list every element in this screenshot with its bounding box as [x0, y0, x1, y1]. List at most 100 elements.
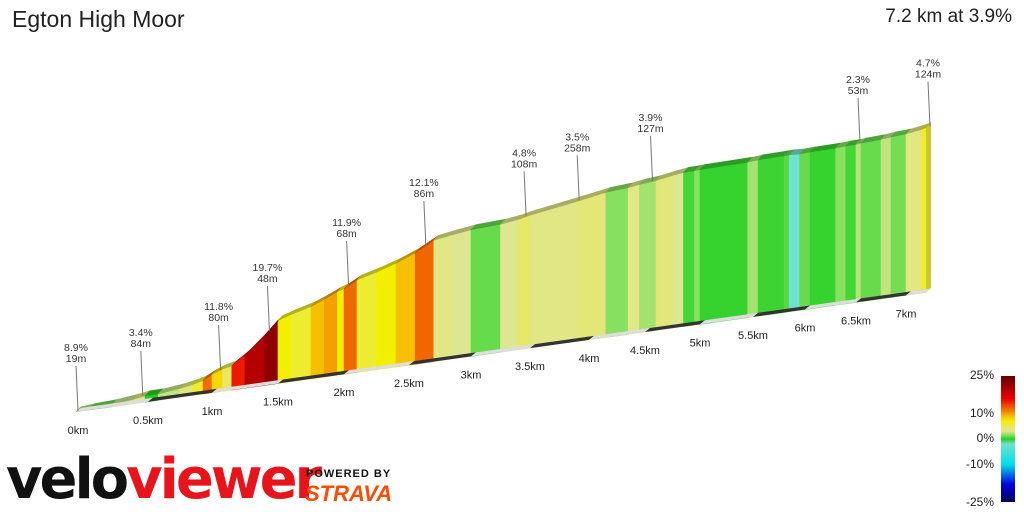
gradient-segment — [264, 319, 279, 386]
annotation-length: 80m — [208, 312, 229, 324]
gradient-segment — [376, 262, 397, 371]
gradient-segment — [323, 291, 338, 378]
gradient-segment — [529, 200, 578, 349]
legend-label-0: 0% — [976, 431, 994, 445]
x-tick-label: 0.5km — [133, 415, 163, 427]
x-tick-label: 3km — [461, 369, 482, 381]
annotation-leader — [523, 171, 527, 217]
distance-band — [589, 328, 650, 340]
profile-segments — [75, 122, 931, 413]
gradient-segment — [470, 223, 501, 357]
annotation-length: 68m — [336, 228, 357, 240]
gradient-segment — [809, 147, 836, 310]
distance-band — [645, 320, 705, 332]
page-title: Egton High Moor — [12, 6, 185, 32]
gradient-segment — [845, 143, 857, 305]
annotation-gradient: 3.5% — [565, 131, 589, 143]
annotation-gradient: 12.1% — [409, 177, 439, 189]
distance-band — [278, 370, 349, 384]
annotation-leader — [140, 351, 144, 397]
veloviewer-logo: veloviewer — [6, 447, 322, 512]
annotation-leader — [423, 200, 427, 246]
x-tick-label: 5.5km — [738, 330, 768, 342]
gradient-segment — [905, 129, 922, 296]
annotation-leader — [650, 135, 653, 181]
gradient-segment — [890, 133, 907, 298]
annotation-length: 84m — [131, 338, 152, 350]
annotation-leader — [75, 365, 79, 411]
distance-band — [148, 388, 217, 402]
annotation-length: 108m — [511, 158, 538, 170]
legend-label-min: -25% — [965, 495, 994, 509]
distance-band — [700, 312, 758, 325]
distance-band — [471, 344, 535, 357]
x-tick-label: 4km — [579, 353, 600, 365]
x-tick-label: 5km — [690, 337, 711, 349]
x-tick-label: 4.5km — [630, 345, 660, 357]
gradient-segment — [290, 306, 312, 383]
gradient-segment — [799, 151, 811, 311]
gradient-segment — [789, 153, 801, 313]
distance-band — [856, 291, 911, 303]
gradient-segment — [655, 175, 673, 331]
gradient-segment — [337, 288, 345, 376]
x-tick-label: 7km — [896, 308, 917, 320]
distance-axis: 0km 0.5km 1km 1.5km 2km 2.5km 3km 3.5km 4km 4.5km… — [68, 288, 931, 437]
gradient-segment — [683, 170, 695, 327]
annotation-leader — [266, 286, 270, 332]
gradient-segment — [414, 239, 435, 365]
gradient-segment — [880, 136, 892, 300]
gradient-segment — [517, 214, 531, 351]
gradient-segment — [452, 229, 472, 360]
segment-top-face — [920, 122, 932, 130]
annotation-leader — [346, 240, 350, 286]
gradient-segment — [310, 298, 325, 380]
annotation-leader — [927, 81, 931, 127]
legend-label-neg10: -10% — [965, 457, 994, 471]
annotation-length: 53m — [848, 85, 869, 97]
gradient-segment — [277, 314, 292, 384]
gradient-segment — [783, 154, 790, 313]
annotation-gradient: 4.8% — [512, 147, 536, 159]
strava-logo: STRAVA — [305, 481, 393, 506]
annotation-gradient: 3.9% — [639, 112, 663, 124]
annotation-gradient: 11.9% — [332, 217, 361, 229]
distance-band — [906, 288, 931, 296]
gradient-segment — [699, 161, 749, 325]
annotations: 8.9%19m 3.4%84m 11.8%80m 19.7%48m 11.9%68m 12… — [64, 58, 941, 411]
x-tick-label: 6.5km — [841, 315, 871, 327]
x-tick-label: 0km — [68, 425, 89, 437]
annotation-leader — [857, 97, 861, 143]
legend-label-max: 25% — [969, 368, 994, 382]
gradient-segment — [627, 184, 640, 335]
annotation-gradient: 2.3% — [846, 74, 870, 86]
profile-end-face — [926, 122, 931, 293]
distance-band — [212, 379, 283, 393]
gradient-segment — [500, 219, 519, 353]
gradient-legend-bar — [1001, 376, 1015, 502]
gradient-segment — [639, 180, 657, 334]
annotation-gradient: 11.8% — [204, 301, 233, 313]
gradient-segment — [920, 127, 927, 294]
gradient-segment — [244, 334, 266, 389]
annotation-gradient: 3.4% — [129, 327, 153, 339]
x-tick-label: 1km — [202, 406, 223, 418]
powered-by-label: POWERED BY — [306, 468, 392, 480]
gradient-segment — [855, 142, 862, 303]
distance-band — [76, 397, 153, 412]
distance-band — [530, 335, 594, 349]
gradient-segment — [757, 155, 785, 317]
gradient-segment — [433, 234, 453, 362]
gradient-segment — [860, 139, 882, 303]
climb-summary: 7.2 km at 3.9% — [885, 6, 1012, 27]
gradient-segment — [694, 169, 701, 326]
annotation-length: 48m — [257, 273, 278, 285]
gradient-segment — [356, 271, 377, 373]
gradient-segment — [605, 187, 629, 338]
gradient-segment — [343, 279, 358, 375]
x-tick-label: 2km — [334, 387, 355, 399]
distance-band — [753, 305, 810, 317]
gradient-segment — [395, 252, 416, 368]
gradient-segment — [747, 159, 759, 318]
